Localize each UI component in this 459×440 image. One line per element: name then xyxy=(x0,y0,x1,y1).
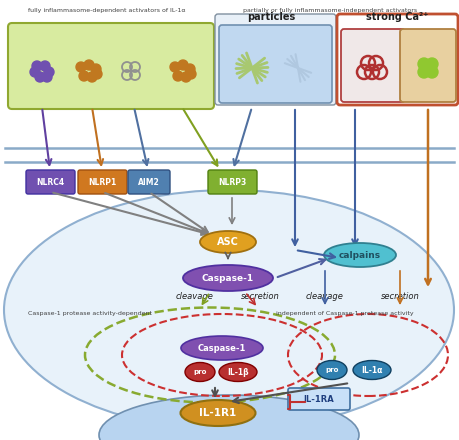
Text: strong Ca²⁺: strong Ca²⁺ xyxy=(366,12,428,22)
Circle shape xyxy=(91,64,101,74)
Ellipse shape xyxy=(183,265,273,291)
Ellipse shape xyxy=(324,243,396,267)
Text: IL-1RA: IL-1RA xyxy=(303,395,334,403)
Circle shape xyxy=(84,60,94,70)
Circle shape xyxy=(32,61,42,71)
Ellipse shape xyxy=(99,395,359,440)
Text: IL-1α: IL-1α xyxy=(361,366,383,374)
Ellipse shape xyxy=(353,360,391,379)
Circle shape xyxy=(418,66,430,78)
Text: secretion: secretion xyxy=(241,292,280,301)
Circle shape xyxy=(422,62,434,74)
Circle shape xyxy=(426,66,438,78)
Text: independent of Caspase-1 protease activity: independent of Caspase-1 protease activi… xyxy=(276,311,414,315)
Circle shape xyxy=(426,58,438,70)
Text: fully inflammasome-dependent activators of IL-1α: fully inflammasome-dependent activators … xyxy=(28,8,186,13)
FancyBboxPatch shape xyxy=(208,170,257,194)
Text: pro: pro xyxy=(193,369,207,375)
Circle shape xyxy=(418,58,430,70)
Circle shape xyxy=(35,72,45,82)
Text: particles: particles xyxy=(247,12,295,22)
Text: pro: pro xyxy=(325,367,339,373)
FancyBboxPatch shape xyxy=(400,29,456,102)
Circle shape xyxy=(178,60,188,70)
Circle shape xyxy=(186,69,196,79)
Text: NLRP1: NLRP1 xyxy=(89,177,117,187)
Text: secretion: secretion xyxy=(381,292,420,301)
Text: NLRP3: NLRP3 xyxy=(218,177,246,187)
Ellipse shape xyxy=(219,363,257,381)
Ellipse shape xyxy=(180,400,256,426)
Text: NLRC4: NLRC4 xyxy=(36,177,65,187)
Text: cleavage: cleavage xyxy=(176,292,214,301)
Text: partially or fully inflammasome-independent activators: partially or fully inflammasome-independ… xyxy=(243,8,417,13)
Circle shape xyxy=(40,61,50,71)
Text: IL-1β: IL-1β xyxy=(227,367,249,377)
FancyBboxPatch shape xyxy=(341,29,405,102)
Text: Caspase-1: Caspase-1 xyxy=(198,344,246,352)
Circle shape xyxy=(181,72,191,82)
Circle shape xyxy=(30,67,40,77)
FancyBboxPatch shape xyxy=(215,14,336,105)
Ellipse shape xyxy=(317,360,347,379)
Text: cleavage: cleavage xyxy=(306,292,344,301)
Circle shape xyxy=(42,72,52,82)
FancyBboxPatch shape xyxy=(26,170,75,194)
Circle shape xyxy=(76,62,86,72)
Ellipse shape xyxy=(4,190,454,430)
Text: AIM2: AIM2 xyxy=(138,177,160,187)
Ellipse shape xyxy=(200,231,256,253)
Text: Caspase-1 protease activity-dependent: Caspase-1 protease activity-dependent xyxy=(28,311,152,315)
FancyBboxPatch shape xyxy=(219,25,332,103)
FancyBboxPatch shape xyxy=(8,23,214,109)
FancyBboxPatch shape xyxy=(128,170,170,194)
Ellipse shape xyxy=(181,336,263,360)
FancyBboxPatch shape xyxy=(288,388,350,410)
Text: calpains: calpains xyxy=(339,250,381,260)
Circle shape xyxy=(92,69,102,79)
Circle shape xyxy=(44,67,54,77)
Text: ASC: ASC xyxy=(217,237,239,247)
Circle shape xyxy=(173,71,183,81)
Circle shape xyxy=(185,64,195,74)
Text: IL-1R1: IL-1R1 xyxy=(199,408,237,418)
Circle shape xyxy=(87,72,97,82)
Circle shape xyxy=(170,62,180,72)
Ellipse shape xyxy=(185,363,215,381)
FancyBboxPatch shape xyxy=(78,170,127,194)
Text: Caspase-1: Caspase-1 xyxy=(202,274,254,282)
Circle shape xyxy=(79,71,89,81)
